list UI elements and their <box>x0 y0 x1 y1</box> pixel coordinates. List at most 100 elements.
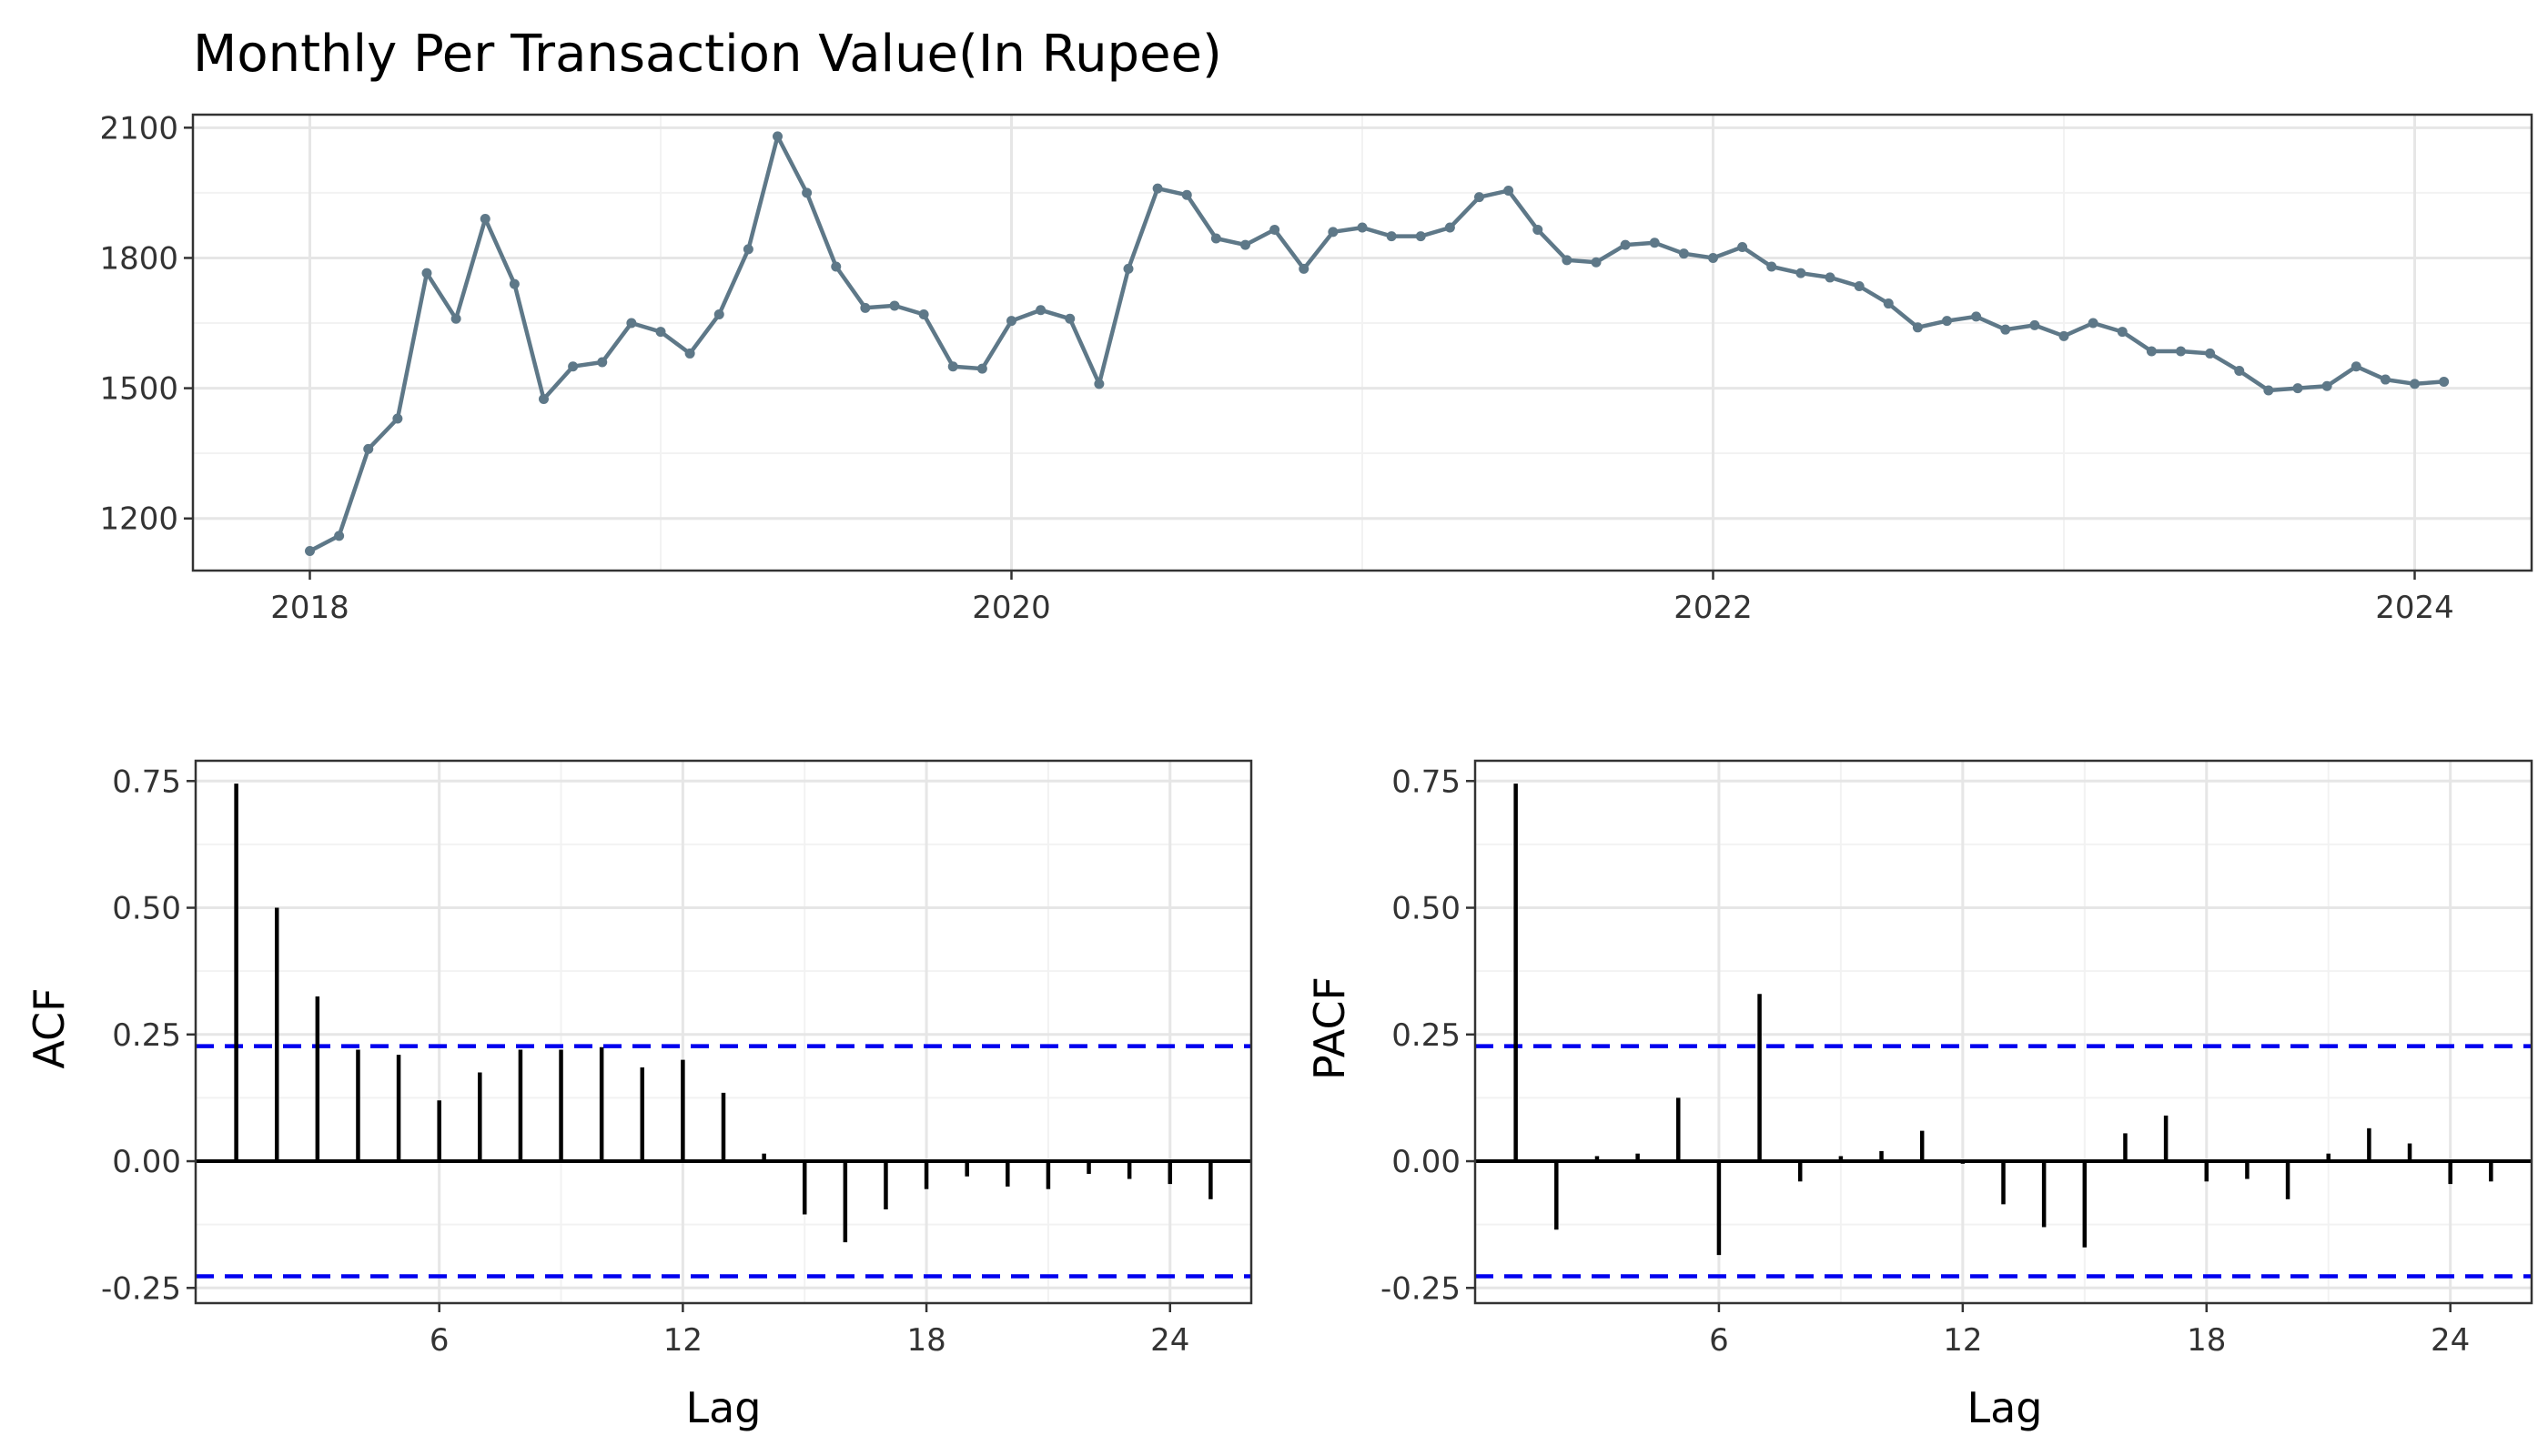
line-point <box>2234 366 2245 377</box>
line-y-tick-label: 2100 <box>99 110 178 147</box>
line-point <box>2439 376 2450 387</box>
line-point <box>363 443 374 454</box>
line-point <box>1386 231 1397 242</box>
line-point <box>1854 280 1865 291</box>
acf-chart: -0.25 0.00 0.25 0.50 0.75 6 12 18 24 <box>101 759 1253 1359</box>
line-y-tick-label: 1800 <box>99 240 178 277</box>
line-point <box>1240 239 1250 250</box>
line-point <box>2205 348 2216 359</box>
line-chart: 1200 1500 1800 2100 2018 2020 2022 2024 <box>99 110 2533 626</box>
line-point <box>1503 186 1514 196</box>
pacf-x-tick-label: 12 <box>1943 1322 1982 1359</box>
pacf-y-tick-label: 0.50 <box>1391 891 1461 927</box>
pacf-x-tick-label: 6 <box>1709 1322 1729 1359</box>
line-point <box>305 546 315 557</box>
line-point <box>2410 379 2420 389</box>
line-point <box>1152 183 1163 194</box>
line-series <box>308 134 2444 553</box>
line-point <box>1825 272 1835 283</box>
line-point <box>509 278 520 289</box>
line-point <box>1620 239 1631 250</box>
line-point <box>2029 319 2040 330</box>
pacf-chart: -0.25 0.00 0.25 0.50 0.75 6 12 18 24 <box>1380 759 2533 1359</box>
line-point <box>1678 248 1689 259</box>
line-point <box>1562 255 1572 266</box>
line-point <box>1065 313 1076 324</box>
line-x-tick-label: 2018 <box>270 590 349 626</box>
line-point <box>2351 361 2361 372</box>
line-point <box>918 308 929 319</box>
line-point <box>860 302 871 313</box>
pacf-panel-border <box>1473 759 2533 1305</box>
line-point <box>1269 224 1280 235</box>
line-point <box>743 244 753 255</box>
pacf-y-tick-label: -0.25 <box>1380 1270 1461 1307</box>
line-point <box>889 300 900 311</box>
acf-x-axis-title: Lag <box>685 1383 761 1432</box>
line-point <box>713 308 724 319</box>
line-panel-border <box>191 113 2533 572</box>
acf-x-tick-label: 12 <box>663 1322 703 1359</box>
line-point <box>1210 233 1221 244</box>
line-point <box>539 394 549 405</box>
line-point <box>597 357 608 368</box>
line-point <box>480 214 490 225</box>
line-point <box>2088 318 2098 329</box>
line-point <box>1942 316 1952 327</box>
acf-panel-border <box>194 759 1253 1305</box>
line-point <box>392 413 403 424</box>
line-point <box>2292 383 2303 394</box>
pacf-y-tick-label: 0.25 <box>1391 1017 1461 1054</box>
pacf-x-tick-label: 24 <box>2431 1322 2470 1359</box>
line-point <box>450 313 461 324</box>
pacf-y-tick-label: 0.75 <box>1391 763 1461 800</box>
line-point <box>2000 324 2011 335</box>
acf-y-tick-label: 0.75 <box>112 763 181 800</box>
pacf-y-tick-label: 0.00 <box>1391 1144 1461 1180</box>
line-point <box>1795 268 1806 278</box>
acf-y-tick-label: 0.00 <box>112 1144 181 1180</box>
line-point <box>1971 311 1982 322</box>
line-point <box>1912 322 1923 333</box>
line-point <box>1474 192 1484 203</box>
line-point <box>568 361 579 372</box>
line-point <box>1328 227 1339 238</box>
line-point <box>1649 238 1660 248</box>
line-point <box>1737 242 1748 253</box>
pacf-x-axis-title: Lag <box>1967 1383 2042 1432</box>
line-y-tick-label: 1200 <box>99 501 178 538</box>
line-point <box>2117 327 2128 338</box>
acf-x-tick-label: 18 <box>906 1322 945 1359</box>
line-point <box>2058 330 2069 341</box>
line-point <box>1006 316 1016 327</box>
line-point <box>421 268 432 278</box>
pacf-x-tick-label: 18 <box>2187 1322 2226 1359</box>
line-point <box>1444 222 1455 233</box>
line-point <box>1883 298 1894 309</box>
line-point <box>684 348 695 359</box>
line-point <box>1415 231 1426 242</box>
line-point <box>1591 257 1602 268</box>
line-point <box>1299 263 1309 274</box>
acf-y-axis-title: ACF <box>25 987 74 1068</box>
acf-x-tick-label: 6 <box>430 1322 450 1359</box>
line-point <box>1708 252 1718 263</box>
pacf-y-axis-title: PACF <box>1305 976 1354 1080</box>
line-point <box>802 187 813 198</box>
line-point <box>655 327 666 338</box>
line-point <box>1036 305 1046 316</box>
line-point <box>1357 222 1368 233</box>
line-point <box>2321 380 2332 391</box>
line-point <box>626 318 637 329</box>
line-point <box>2146 346 2157 357</box>
acf-y-tick-label: -0.25 <box>101 1270 181 1307</box>
line-point <box>831 261 842 272</box>
line-point <box>1532 224 1543 235</box>
line-point <box>773 131 783 142</box>
acf-x-tick-label: 24 <box>1150 1322 1189 1359</box>
line-point <box>1181 189 1192 200</box>
line-point <box>334 531 345 541</box>
line-x-tick-label: 2020 <box>972 590 1051 626</box>
line-point <box>2263 385 2274 396</box>
